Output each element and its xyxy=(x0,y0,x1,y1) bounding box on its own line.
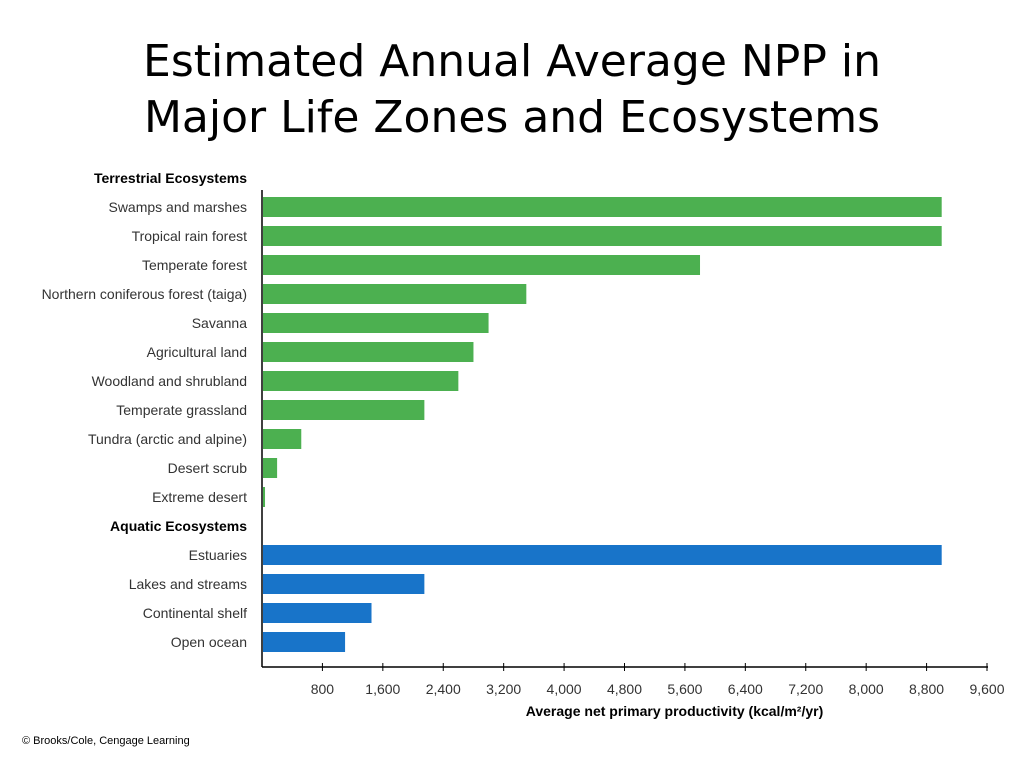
x-tick-label: 2,400 xyxy=(426,681,461,697)
x-tick-label: 9,600 xyxy=(969,681,1004,697)
category-label: Open ocean xyxy=(171,634,247,650)
bar xyxy=(263,371,459,391)
category-label: Desert scrub xyxy=(168,460,248,476)
x-axis-label: Average net primary productivity (kcal/m… xyxy=(526,703,823,719)
bar xyxy=(263,313,489,333)
category-label: Swamps and marshes xyxy=(108,199,247,215)
category-label: Woodland and shrubland xyxy=(92,373,247,389)
npp-bar-chart: Terrestrial Ecosystems Swamps and marshes… xyxy=(42,170,1005,719)
x-tick-label: 7,200 xyxy=(788,681,823,697)
group-heading: Terrestrial Ecosystems xyxy=(94,170,247,186)
x-tick-label: 6,400 xyxy=(728,681,763,697)
category-label: Northern coniferous forest (taiga) xyxy=(42,286,247,302)
category-label: Lakes and streams xyxy=(129,576,247,592)
x-tick-label: 4,800 xyxy=(607,681,642,697)
bar xyxy=(263,197,942,217)
bar xyxy=(263,545,942,565)
bar xyxy=(263,400,425,420)
category-label: Temperate forest xyxy=(142,257,247,273)
bar xyxy=(263,342,474,362)
category-label: Estuaries xyxy=(189,547,247,563)
category-label: Temperate grassland xyxy=(116,402,247,418)
title-line-2: Major Life Zones and Ecosystems xyxy=(143,92,881,143)
bar xyxy=(263,226,942,246)
category-label: Agricultural land xyxy=(147,344,247,360)
page-title: Estimated Annual Average NPP in Major Li… xyxy=(0,34,1024,146)
category-label: Extreme desert xyxy=(152,489,247,505)
bar xyxy=(263,284,527,304)
bar xyxy=(263,458,278,478)
bar xyxy=(263,487,266,507)
category-label: Tropical rain forest xyxy=(132,228,248,244)
x-tick-label: 1,600 xyxy=(365,681,400,697)
x-tick-label: 5,600 xyxy=(667,681,702,697)
group-heading: Aquatic Ecosystems xyxy=(110,518,247,534)
x-tick-label: 800 xyxy=(311,681,335,697)
x-tick-label: 3,200 xyxy=(486,681,521,697)
x-tick-label: 4,000 xyxy=(547,681,582,697)
x-tick-label: 8,000 xyxy=(849,681,884,697)
category-label: Continental shelf xyxy=(143,605,247,621)
bar xyxy=(263,429,302,449)
category-label: Savanna xyxy=(192,315,247,331)
category-label: Tundra (arctic and alpine) xyxy=(88,431,247,447)
title-line-1: Estimated Annual Average NPP in xyxy=(143,36,881,87)
bar xyxy=(263,632,346,652)
bar xyxy=(263,574,425,594)
x-tick-label: 8,800 xyxy=(909,681,944,697)
credit-text: © Brooks/Cole, Cengage Learning xyxy=(22,735,190,747)
bar xyxy=(263,603,372,623)
bar xyxy=(263,255,701,275)
